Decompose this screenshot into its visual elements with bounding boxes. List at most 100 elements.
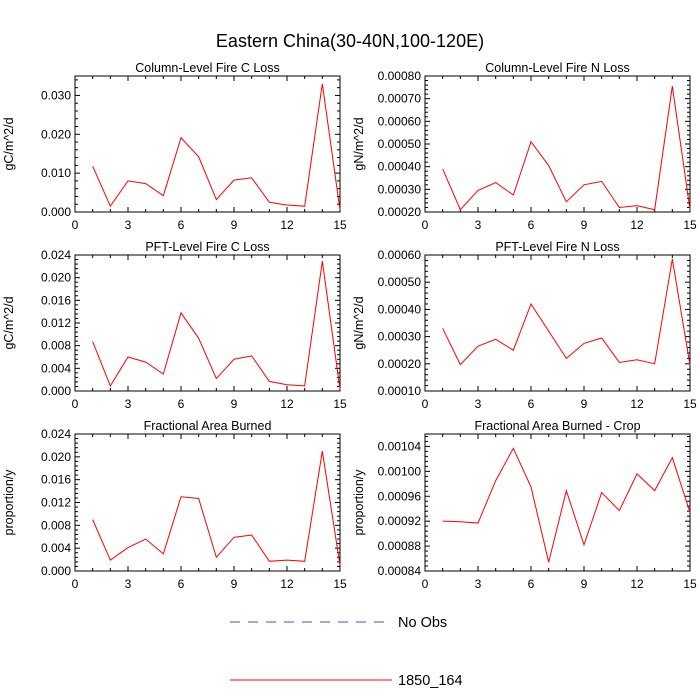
- x-tick-label: 3: [475, 218, 482, 232]
- y-tick-label: 0.020: [41, 271, 71, 285]
- legend-label: No Obs: [398, 615, 447, 631]
- x-tick-label: 6: [528, 577, 535, 591]
- y-tick-label: 0.00088: [378, 539, 422, 553]
- y-tick-label: 0.00030: [378, 330, 422, 344]
- y-axis-label: gN/m^2/d: [352, 117, 366, 170]
- panel-4: 0 3 6 9 12 15 0.00010 0.00020 0.00030 0.00040 0.00…: [352, 240, 697, 411]
- y-tick-label: 0.000: [41, 564, 71, 578]
- y-tick-label: 0.020: [41, 450, 71, 464]
- x-tick-label: 9: [581, 577, 588, 591]
- x-tick-label: 3: [475, 577, 482, 591]
- y-axis-label: gC/m^2/d: [2, 296, 16, 349]
- y-tick-label: 0.00010: [378, 384, 422, 398]
- y-tick-label: 0.00020: [378, 357, 422, 371]
- y-tick-label: 0.00030: [378, 182, 422, 196]
- y-tick-label: 0.004: [41, 361, 71, 375]
- x-tick-label: 0: [422, 397, 429, 411]
- y-tick-label: 0.016: [41, 293, 71, 307]
- panel-6: 0 3 6 9 12 15 0.00084 0.00088 0.00092 0.00096 0.00…: [352, 419, 697, 591]
- x-tick-label: 15: [683, 397, 697, 411]
- y-tick-label: 0.012: [41, 496, 71, 510]
- x-tick-label: 0: [72, 397, 79, 411]
- x-tick-label: 12: [630, 577, 644, 591]
- y-tick-label: 0.00050: [378, 275, 422, 289]
- y-tick-label: 0.00060: [378, 114, 422, 128]
- x-tick-label: 15: [333, 397, 347, 411]
- x-tick-label: 12: [280, 577, 294, 591]
- x-tick-label: 6: [528, 218, 535, 232]
- x-tick-label: 3: [475, 397, 482, 411]
- y-tick-label: 0.004: [41, 541, 71, 555]
- x-tick-label: 0: [422, 218, 429, 232]
- y-tick-label: 0.00070: [378, 92, 422, 106]
- x-tick-label: 0: [72, 218, 79, 232]
- y-tick-label: 0.000: [41, 384, 71, 398]
- y-tick-label: 0.00100: [378, 464, 422, 478]
- y-tick-label: 0.00096: [378, 489, 422, 503]
- x-tick-label: 12: [280, 397, 294, 411]
- plot-frame: [74, 75, 341, 213]
- x-tick-label: 9: [231, 577, 238, 591]
- y-tick-label: 0.024: [41, 427, 71, 441]
- x-tick-label: 9: [231, 218, 238, 232]
- x-tick-label: 12: [280, 218, 294, 232]
- legend: No Obs 1850_164: [230, 615, 463, 689]
- x-tick-label: 6: [528, 397, 535, 411]
- y-tick-label: 0.016: [41, 473, 71, 487]
- y-tick-label: 0.00040: [378, 302, 422, 316]
- y-tick-label: 0.00092: [378, 514, 422, 528]
- plot-frame: [424, 254, 691, 392]
- x-tick-label: 15: [333, 218, 347, 232]
- y-tick-label: 0.030: [41, 88, 71, 102]
- x-tick-label: 15: [683, 577, 697, 591]
- y-tick-label: 0.000: [41, 205, 71, 219]
- y-tick-label: 0.008: [41, 339, 71, 353]
- panel-5: 0 3 6 9 12 15 0.000 0.004 0.008 0.012 0.016 0.020 0.…: [2, 419, 347, 591]
- y-axis-label: gC/m^2/d: [2, 117, 16, 170]
- y-tick-label: 0.012: [41, 316, 71, 330]
- y-tick-label: 0.00050: [378, 137, 422, 151]
- panel-title: PFT-Level Fire C Loss: [145, 240, 269, 254]
- y-tick-label: 0.010: [41, 166, 71, 180]
- y-tick-label: 0.00080: [378, 69, 422, 83]
- x-tick-label: 0: [422, 577, 429, 591]
- y-tick-label: 0.008: [41, 518, 71, 532]
- x-tick-label: 0: [72, 577, 79, 591]
- x-tick-label: 6: [178, 397, 185, 411]
- x-tick-label: 15: [333, 577, 347, 591]
- panel-3: 0 3 6 9 12 15 0.000 0.004 0.008 0.012 0.016 0.020 0.…: [2, 240, 347, 411]
- x-tick-label: 9: [581, 397, 588, 411]
- x-tick-label: 3: [125, 218, 132, 232]
- x-tick-label: 3: [125, 397, 132, 411]
- y-axis-label: proportion/y: [352, 469, 366, 536]
- x-tick-label: 15: [683, 218, 697, 232]
- y-axis-label: gN/m^2/d: [352, 296, 366, 349]
- panel-title: Fractional Area Burned - Crop: [474, 419, 640, 433]
- panel-title: Column-Level Fire C Loss: [135, 61, 280, 75]
- y-tick-label: 0.00020: [378, 205, 422, 219]
- legend-label: 1850_164: [398, 673, 463, 689]
- y-tick-label: 0.024: [41, 248, 71, 262]
- y-tick-label: 0.00060: [378, 248, 422, 262]
- x-tick-label: 3: [125, 577, 132, 591]
- x-tick-label: 9: [231, 397, 238, 411]
- y-tick-label: 0.00104: [378, 439, 422, 453]
- plot-frame: [424, 433, 691, 572]
- panel-title: PFT-Level Fire N Loss: [495, 240, 619, 254]
- figure-title: Eastern China(30-40N,100-120E): [216, 31, 484, 51]
- x-tick-label: 6: [178, 218, 185, 232]
- x-tick-label: 12: [630, 397, 644, 411]
- y-axis-label: proportion/y: [2, 469, 16, 536]
- x-tick-label: 12: [630, 218, 644, 232]
- panel-2: 0 3 6 9 12 15 0.00020 0.00030 0.00040 0.00050 0.00…: [352, 61, 697, 232]
- panel-title: Fractional Area Burned: [144, 419, 272, 433]
- panels-group: 0 3 6 9 12 15 0.000 0.010 0.020 0.030 Column-Level…: [2, 61, 697, 591]
- y-tick-label: 0.00084: [378, 564, 422, 578]
- x-tick-label: 6: [178, 577, 185, 591]
- y-tick-label: 0.00040: [378, 160, 422, 174]
- panel-1: 0 3 6 9 12 15 0.000 0.010 0.020 0.030 Column-Level…: [2, 61, 347, 232]
- x-tick-label: 9: [581, 218, 588, 232]
- y-tick-label: 0.020: [41, 127, 71, 141]
